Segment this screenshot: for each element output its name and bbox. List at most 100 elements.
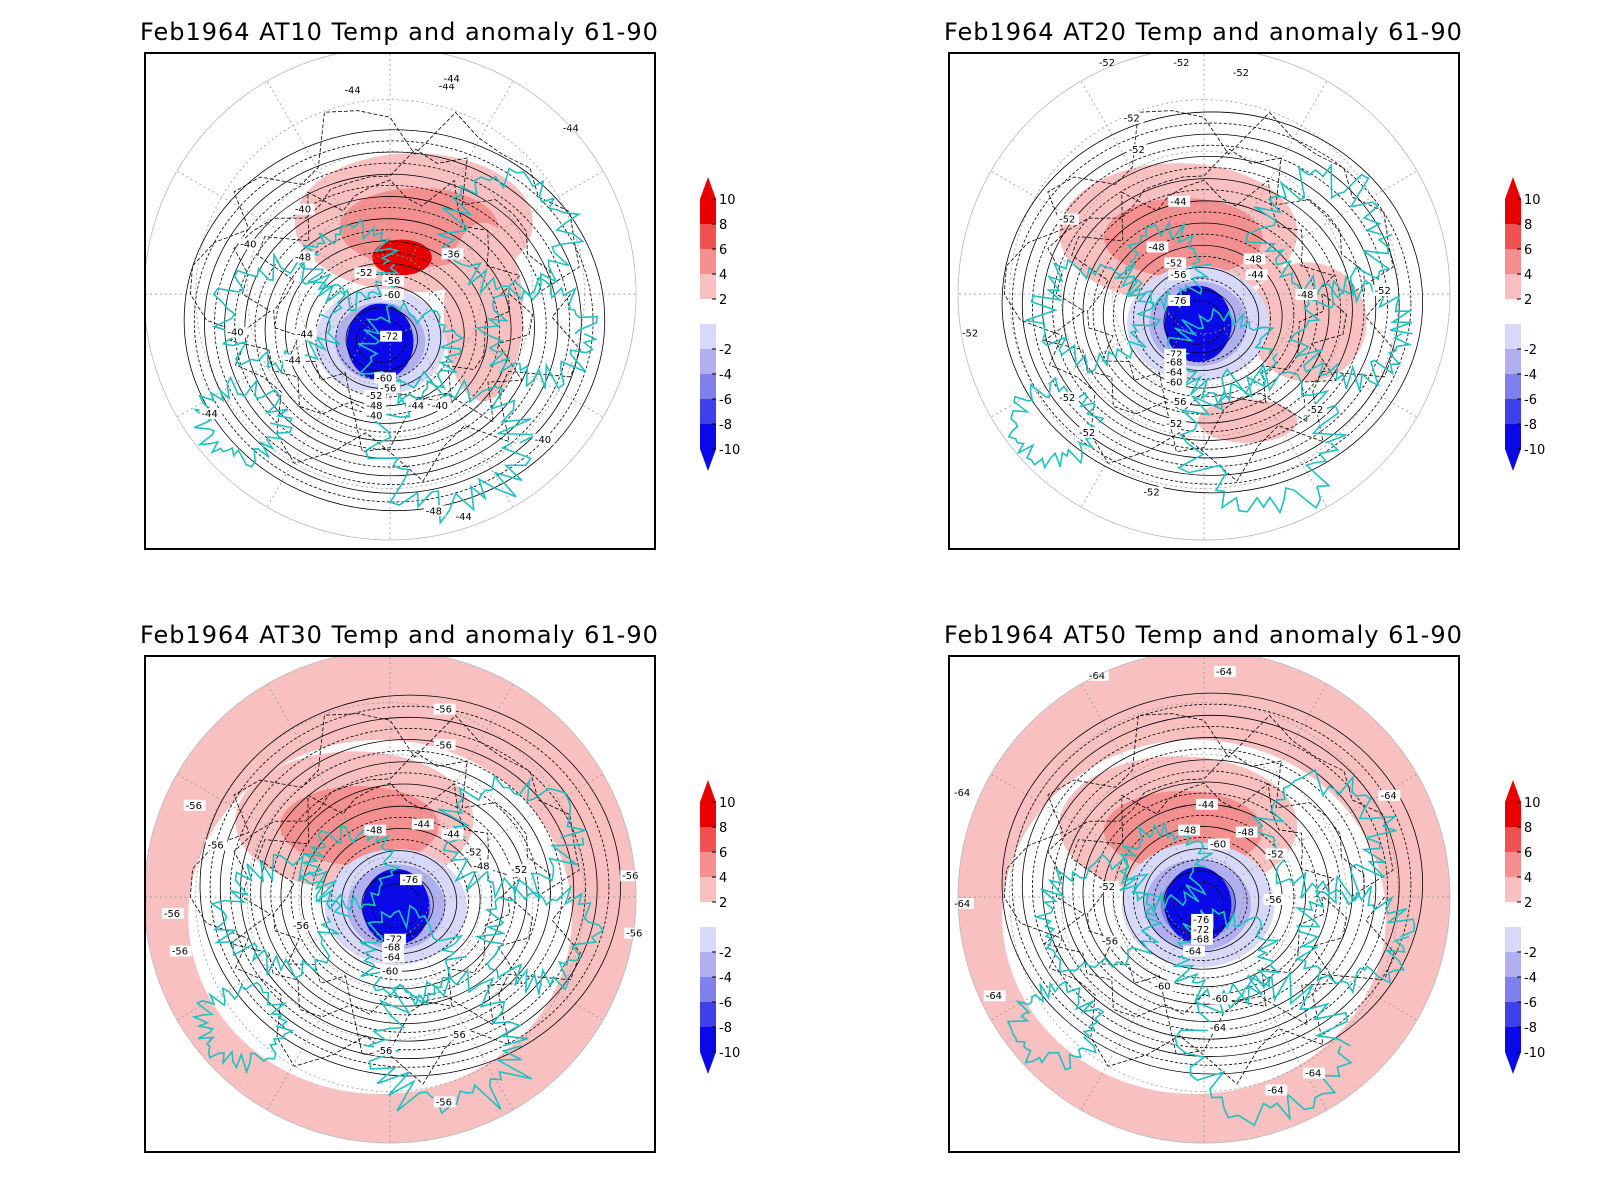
colorbar-svg: 10 8 6 4 2 -2 -4 -6 -8 -10 (700, 177, 740, 471)
contour-label: -44 (202, 409, 218, 420)
contour-label: -44 (439, 82, 455, 93)
contour-label-bg (1378, 789, 1401, 801)
panel-title: Feb1964 AT10 Temp and anomaly 61-90 (140, 18, 659, 46)
contour-label: -52 (366, 391, 382, 402)
contour-label: -44 (408, 401, 424, 412)
contour-label: -64 (1267, 1085, 1283, 1096)
contour-label-bg (959, 327, 982, 339)
colorbar-tick-label: -8 (1524, 1021, 1537, 1036)
contour-label: -52 (1124, 113, 1140, 124)
contour-label: -52 (1059, 215, 1075, 226)
colorbar-svg: 10 8 6 4 2 -2 -4 -6 -8 -10 (700, 780, 740, 1074)
colorbar-tick-label: 8 (719, 821, 727, 836)
contour-label-bg (1213, 665, 1236, 677)
anomaly-region (1103, 197, 1263, 278)
contour-line (1042, 155, 1377, 459)
contour-label-bg (1207, 838, 1230, 850)
contour-label-bg (411, 818, 434, 830)
contour-label: -60 (1154, 981, 1170, 992)
colorbar-tick-label: -6 (719, 996, 732, 1011)
contour-label: -52 (1099, 58, 1115, 69)
colorbar-tick-label: -4 (1524, 971, 1537, 986)
contour-label: -68 (384, 943, 400, 954)
polar-map: -64 -64 -64 -64 -44 -48 -48 -60 -52 -52 -56 -56 -76-… (948, 655, 1460, 1153)
contour-line (229, 751, 551, 1056)
contour-line (1163, 289, 1236, 354)
contour-label-bg (290, 919, 313, 931)
colorbar: 10 8 6 4 2 -2 -4 -6 -8 -10 (1505, 175, 1585, 471)
colorbar-swatch (700, 249, 716, 274)
contour-label: -68 (1166, 357, 1182, 368)
colorbar-top-triangle (1505, 177, 1521, 199)
coastline (1174, 970, 1353, 1127)
contour-label-bg (364, 400, 387, 412)
contour-label-bg (1164, 356, 1187, 368)
contour-label-bg (441, 72, 464, 84)
coastline (210, 853, 351, 979)
colorbar-swatch (700, 224, 716, 249)
contour-label: -52 (962, 329, 978, 340)
contour-label-bg (453, 511, 476, 523)
contour-label-bg (1245, 269, 1268, 281)
contour-label-bg (292, 251, 315, 263)
colorbar-swatch (1505, 1027, 1521, 1052)
contour-line (1153, 859, 1248, 944)
coastline (1007, 376, 1105, 470)
contour-line (1071, 782, 1335, 1015)
contour-label-bg (509, 864, 531, 876)
contour-label-bg (382, 289, 404, 301)
map-content (957, 54, 1451, 541)
contour-line (1062, 178, 1353, 441)
contour-label-bg (1168, 269, 1191, 281)
contour-label: -64 (1210, 1023, 1226, 1034)
contour-label: -44 (1248, 270, 1264, 281)
coastline (475, 276, 599, 390)
contour-label-bg (354, 267, 377, 279)
contour-label: -56 (1102, 937, 1118, 948)
colorbar-tick-label: -2 (1524, 946, 1537, 961)
contour-line (1092, 211, 1318, 415)
contour-label: -52 (465, 847, 481, 858)
contour-line (1052, 748, 1365, 1031)
colorbar-swatch (700, 274, 716, 299)
contour-label-bg (400, 874, 422, 886)
contour-label: -52 (1099, 882, 1115, 893)
contour-label-bg (1305, 404, 1328, 416)
contour-label-bg (378, 382, 400, 394)
colorbar-swatch (1505, 424, 1521, 449)
contour-label: -52 (511, 865, 527, 876)
colorbar-tick-label: 6 (1524, 243, 1532, 258)
colorbar-swatch (1505, 324, 1521, 349)
contour-label: -44 (563, 123, 579, 134)
contour-label-bg (282, 354, 305, 366)
contour-label-bg (1265, 848, 1288, 860)
contour-label: -56 (293, 921, 309, 932)
colorbar-tick-label: -6 (719, 393, 732, 408)
contour-label: -48 (295, 252, 311, 263)
contour-label-bg (1168, 396, 1191, 408)
contour-label-bg (441, 248, 464, 260)
contour-label: -60 (384, 290, 400, 301)
map-svg: -52 -52-52-52-52-52-44-48-52-56-76-72-68-… (957, 54, 1451, 541)
contour-label: -56 (172, 947, 188, 958)
colorbar-tick-label: -8 (1524, 418, 1537, 433)
contour-label-bg (380, 330, 402, 342)
colorbar-tick-label: 10 (1524, 193, 1541, 208)
coastline (1118, 822, 1213, 915)
colorbar-tick-label: 2 (719, 896, 727, 911)
contour-label: -64 (1185, 947, 1201, 958)
contour-line (1062, 759, 1353, 1023)
map-domain-edge (957, 657, 1451, 1144)
contour-label: -52 (356, 268, 372, 279)
contour-label-bg (292, 203, 315, 215)
contour-label: -52 (1166, 258, 1182, 269)
contour-label: -64 (1089, 671, 1105, 682)
contour-label-bg (1191, 923, 1213, 935)
contour-label: -40 (535, 435, 551, 446)
contour-line (199, 694, 622, 1077)
contour-line (250, 750, 563, 1033)
colorbar-tick-label: 4 (1524, 871, 1532, 886)
contour-line (229, 148, 551, 453)
contour-line (1021, 133, 1400, 476)
contour-label-bg (1164, 376, 1187, 388)
